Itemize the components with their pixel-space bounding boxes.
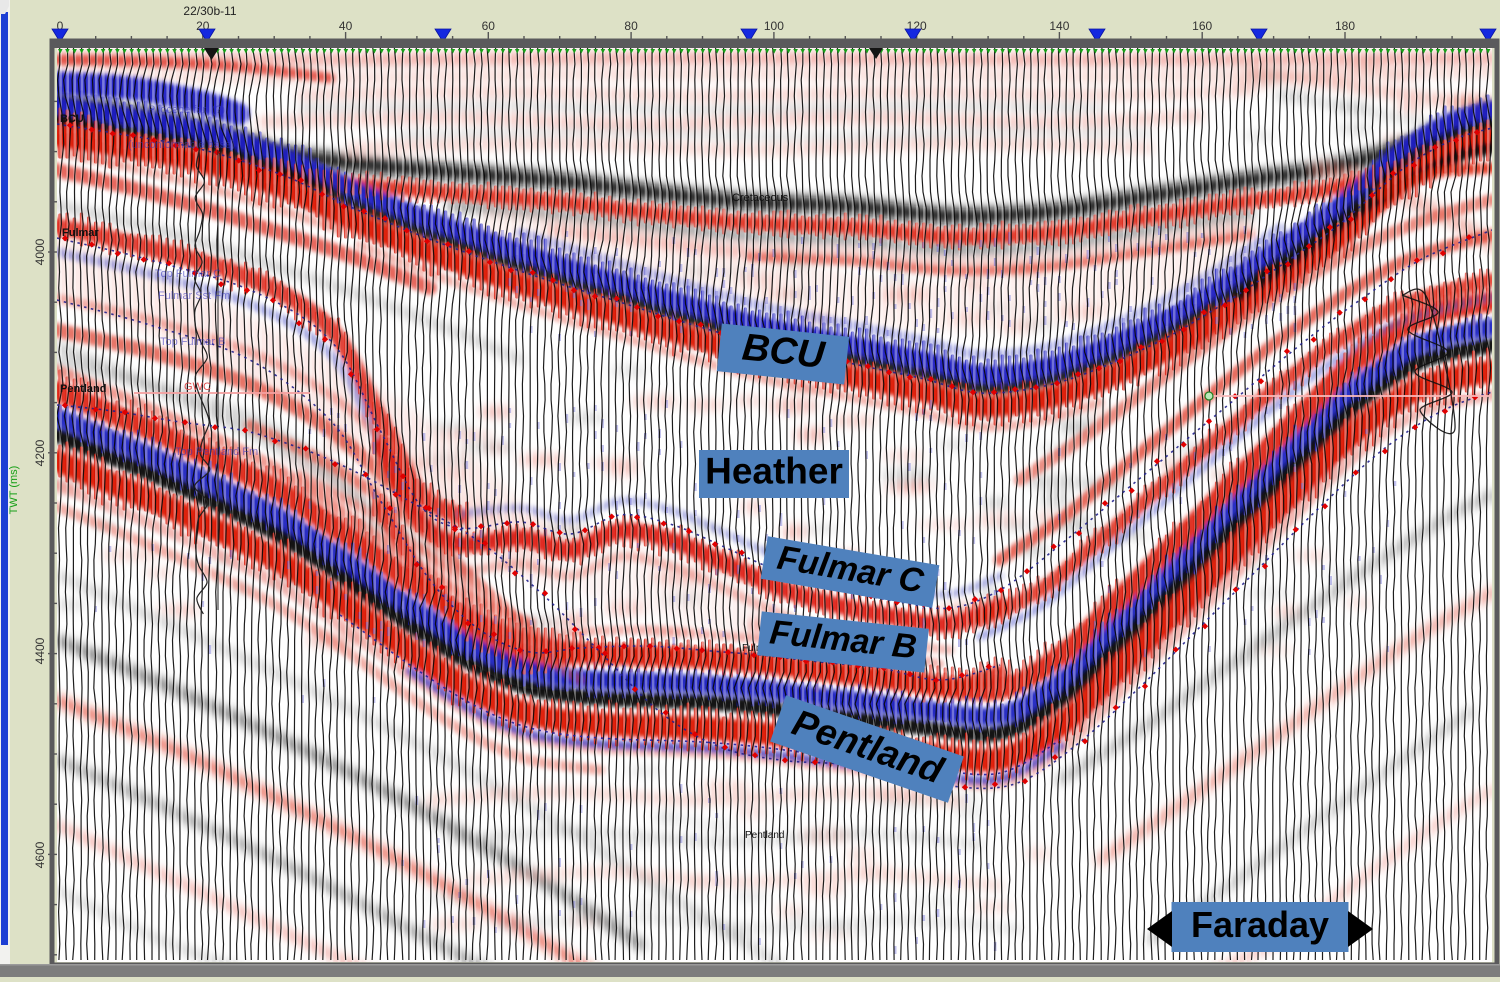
svg-text:22/30b-11: 22/30b-11	[183, 4, 236, 18]
svg-text:Fulmar: Fulmar	[62, 227, 99, 239]
svg-text:Cretaceous: Cretaceous	[732, 192, 789, 204]
svg-text:40: 40	[339, 19, 353, 33]
svg-text:GWC: GWC	[184, 381, 211, 393]
svg-text:160: 160	[1192, 19, 1212, 33]
svg-text:140: 140	[1049, 19, 1069, 33]
svg-text:4000: 4000	[33, 238, 47, 265]
svg-text:60: 60	[482, 19, 496, 33]
svg-text:TWT (ms): TWT (ms)	[8, 466, 20, 515]
svg-text:BCU: BCU	[740, 326, 828, 377]
svg-text:80: 80	[624, 19, 638, 33]
svg-text:Top Fulmar C: Top Fulmar C	[155, 268, 221, 280]
svg-text:4400: 4400	[33, 637, 47, 664]
svg-text:4200: 4200	[33, 439, 47, 466]
svg-text:100: 100	[764, 19, 784, 33]
svg-text:180: 180	[1335, 19, 1355, 33]
svg-text:Top Fulmar B: Top Fulmar B	[160, 336, 225, 348]
svg-text:(unconformable base): (unconformable base)	[128, 139, 235, 151]
svg-text:Heather: Heather	[705, 451, 843, 492]
svg-text:Pliocene fan (?): Pliocene fan (?)	[148, 104, 225, 116]
svg-text:BCU: BCU	[60, 113, 84, 125]
svg-text:Faraday: Faraday	[1191, 904, 1329, 945]
svg-text:0: 0	[57, 19, 64, 33]
svg-text:Fulmar Sst Fm: Fulmar Sst Fm	[158, 290, 230, 302]
svg-text:Pentland: Pentland	[60, 383, 106, 395]
svg-text:Top Pentland Fm: Top Pentland Fm	[175, 446, 258, 458]
svg-text:Pentland: Pentland	[745, 830, 784, 841]
svg-text:4600: 4600	[33, 841, 47, 868]
